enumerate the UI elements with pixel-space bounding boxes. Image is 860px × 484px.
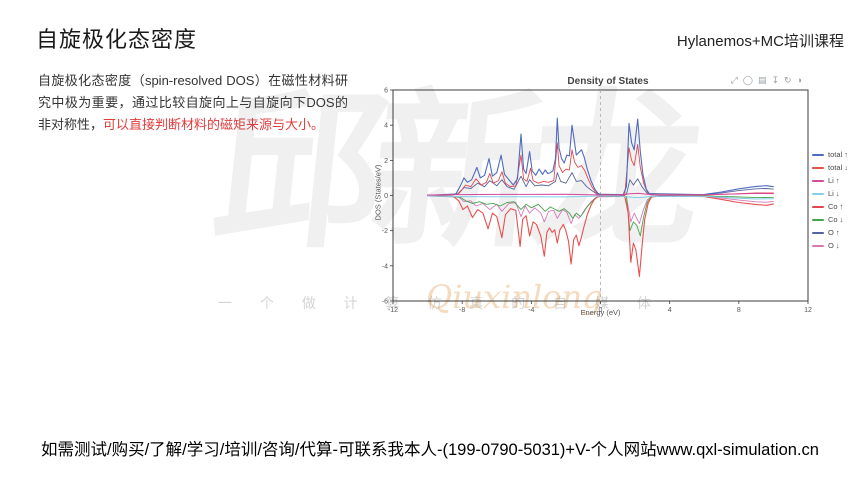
chart-title: Density of States (567, 76, 649, 87)
contact-footer: 如需测试/购买/了解/学习/培训/咨询/代算-可联系我本人-(199-0790-… (41, 441, 819, 459)
chart-toolbar: ⤢ ◯ ▤ ↧ ↻ ◑ (731, 75, 802, 85)
series-total-down (427, 195, 774, 277)
series-li-down (427, 195, 774, 200)
intro-paragraph: 自旋极化态密度（spin-resolved DOS）在磁性材料研究中极为重要，通… (38, 70, 348, 136)
save-image-icon[interactable]: ↧ (771, 75, 780, 85)
intro-text: 自旋极化态密度（spin-resolved DOS）在磁性材料研究中极为重要，通… (38, 73, 348, 132)
legend-swatch (812, 218, 824, 221)
restore-icon[interactable]: ◯ (742, 75, 753, 85)
y-tick-label: 2 (384, 158, 388, 165)
x-tick-label: -8 (459, 307, 465, 314)
y-tick-label: -4 (382, 263, 388, 270)
dos-chart-canvas[interactable]: -12 -8 -4 0 4 8 12 6 4 2 0 -2 -4 -6 (368, 70, 860, 322)
series-co-up (427, 142, 774, 196)
dos-chart: Density of States ⤢ ◯ ▤ ↧ ↻ ◑ -12 -8 -4 0 4 8 12 6 4 2… (368, 70, 860, 322)
x-tick-label: 0 (599, 307, 603, 314)
y-axis-label: DOS (States/eV) (373, 164, 383, 221)
series-o-down (427, 195, 774, 225)
legend-swatch (812, 192, 824, 195)
legend-item-co-down[interactable]: Co ↓ (812, 215, 848, 224)
legend-item-o-up[interactable]: O ↑ (812, 228, 848, 237)
legend-item-total-down[interactable]: total ↓ (812, 163, 848, 172)
y-tick-label: 6 (384, 88, 388, 95)
refresh-icon[interactable]: ↻ (784, 75, 792, 85)
legend-swatch (812, 205, 824, 208)
legend-swatch (812, 153, 824, 156)
x-tick-label: 4 (668, 307, 672, 314)
intro-text-highlight: 可以直接判断材料的磁矩来源与大小。 (103, 117, 325, 132)
legend-label: Co ↓ (828, 215, 844, 224)
series-li-up (427, 192, 774, 196)
legend-label: total ↓ (828, 163, 849, 172)
x-tick-label: -4 (528, 307, 534, 314)
legend-swatch (812, 179, 824, 182)
chart-legend: total ↑ total ↓ Li ↑ Li ↓ Co ↑ Co ↓ O ↑ O ↓ (812, 150, 848, 250)
legend-swatch (812, 244, 824, 247)
zoom-icon[interactable]: ⤢ (730, 75, 738, 85)
y-tick-label: 4 (384, 123, 388, 130)
series-o-up (427, 172, 774, 196)
x-tick-label: 8 (737, 307, 741, 314)
x-tick-label: 12 (804, 307, 812, 314)
legend-item-co-up[interactable]: Co ↑ (812, 202, 848, 211)
data-view-icon[interactable]: ▤ (757, 75, 767, 85)
y-tick-label: 0 (384, 193, 388, 200)
legend-item-total-up[interactable]: total ↑ (812, 150, 848, 159)
legend-item-li-up[interactable]: Li ↑ (812, 176, 848, 185)
legend-label: Co ↑ (828, 202, 844, 211)
course-label: Hylanemos+MC培训课程 (676, 33, 844, 50)
x-axis-label: Energy (eV) (580, 308, 621, 317)
legend-swatch (812, 166, 824, 169)
legend-swatch (812, 231, 824, 234)
legend-item-o-down[interactable]: O ↓ (812, 241, 848, 250)
legend-label: Li ↑ (828, 176, 840, 185)
series-total-up (427, 117, 774, 196)
x-tick-label: -12 (388, 307, 398, 314)
legend-label: Li ↓ (828, 189, 840, 198)
legend-label: total ↑ (828, 150, 849, 159)
legend-item-li-down[interactable]: Li ↓ (812, 189, 848, 198)
series-co-down (427, 195, 774, 237)
y-tick-label: -2 (382, 228, 388, 235)
page-title: 自旋极化态密度 (36, 27, 198, 52)
y-tick-label: -6 (382, 299, 388, 306)
legend-label: O ↑ (828, 228, 840, 237)
theme-icon[interactable]: ◑ (796, 75, 802, 85)
legend-label: O ↓ (828, 241, 840, 250)
